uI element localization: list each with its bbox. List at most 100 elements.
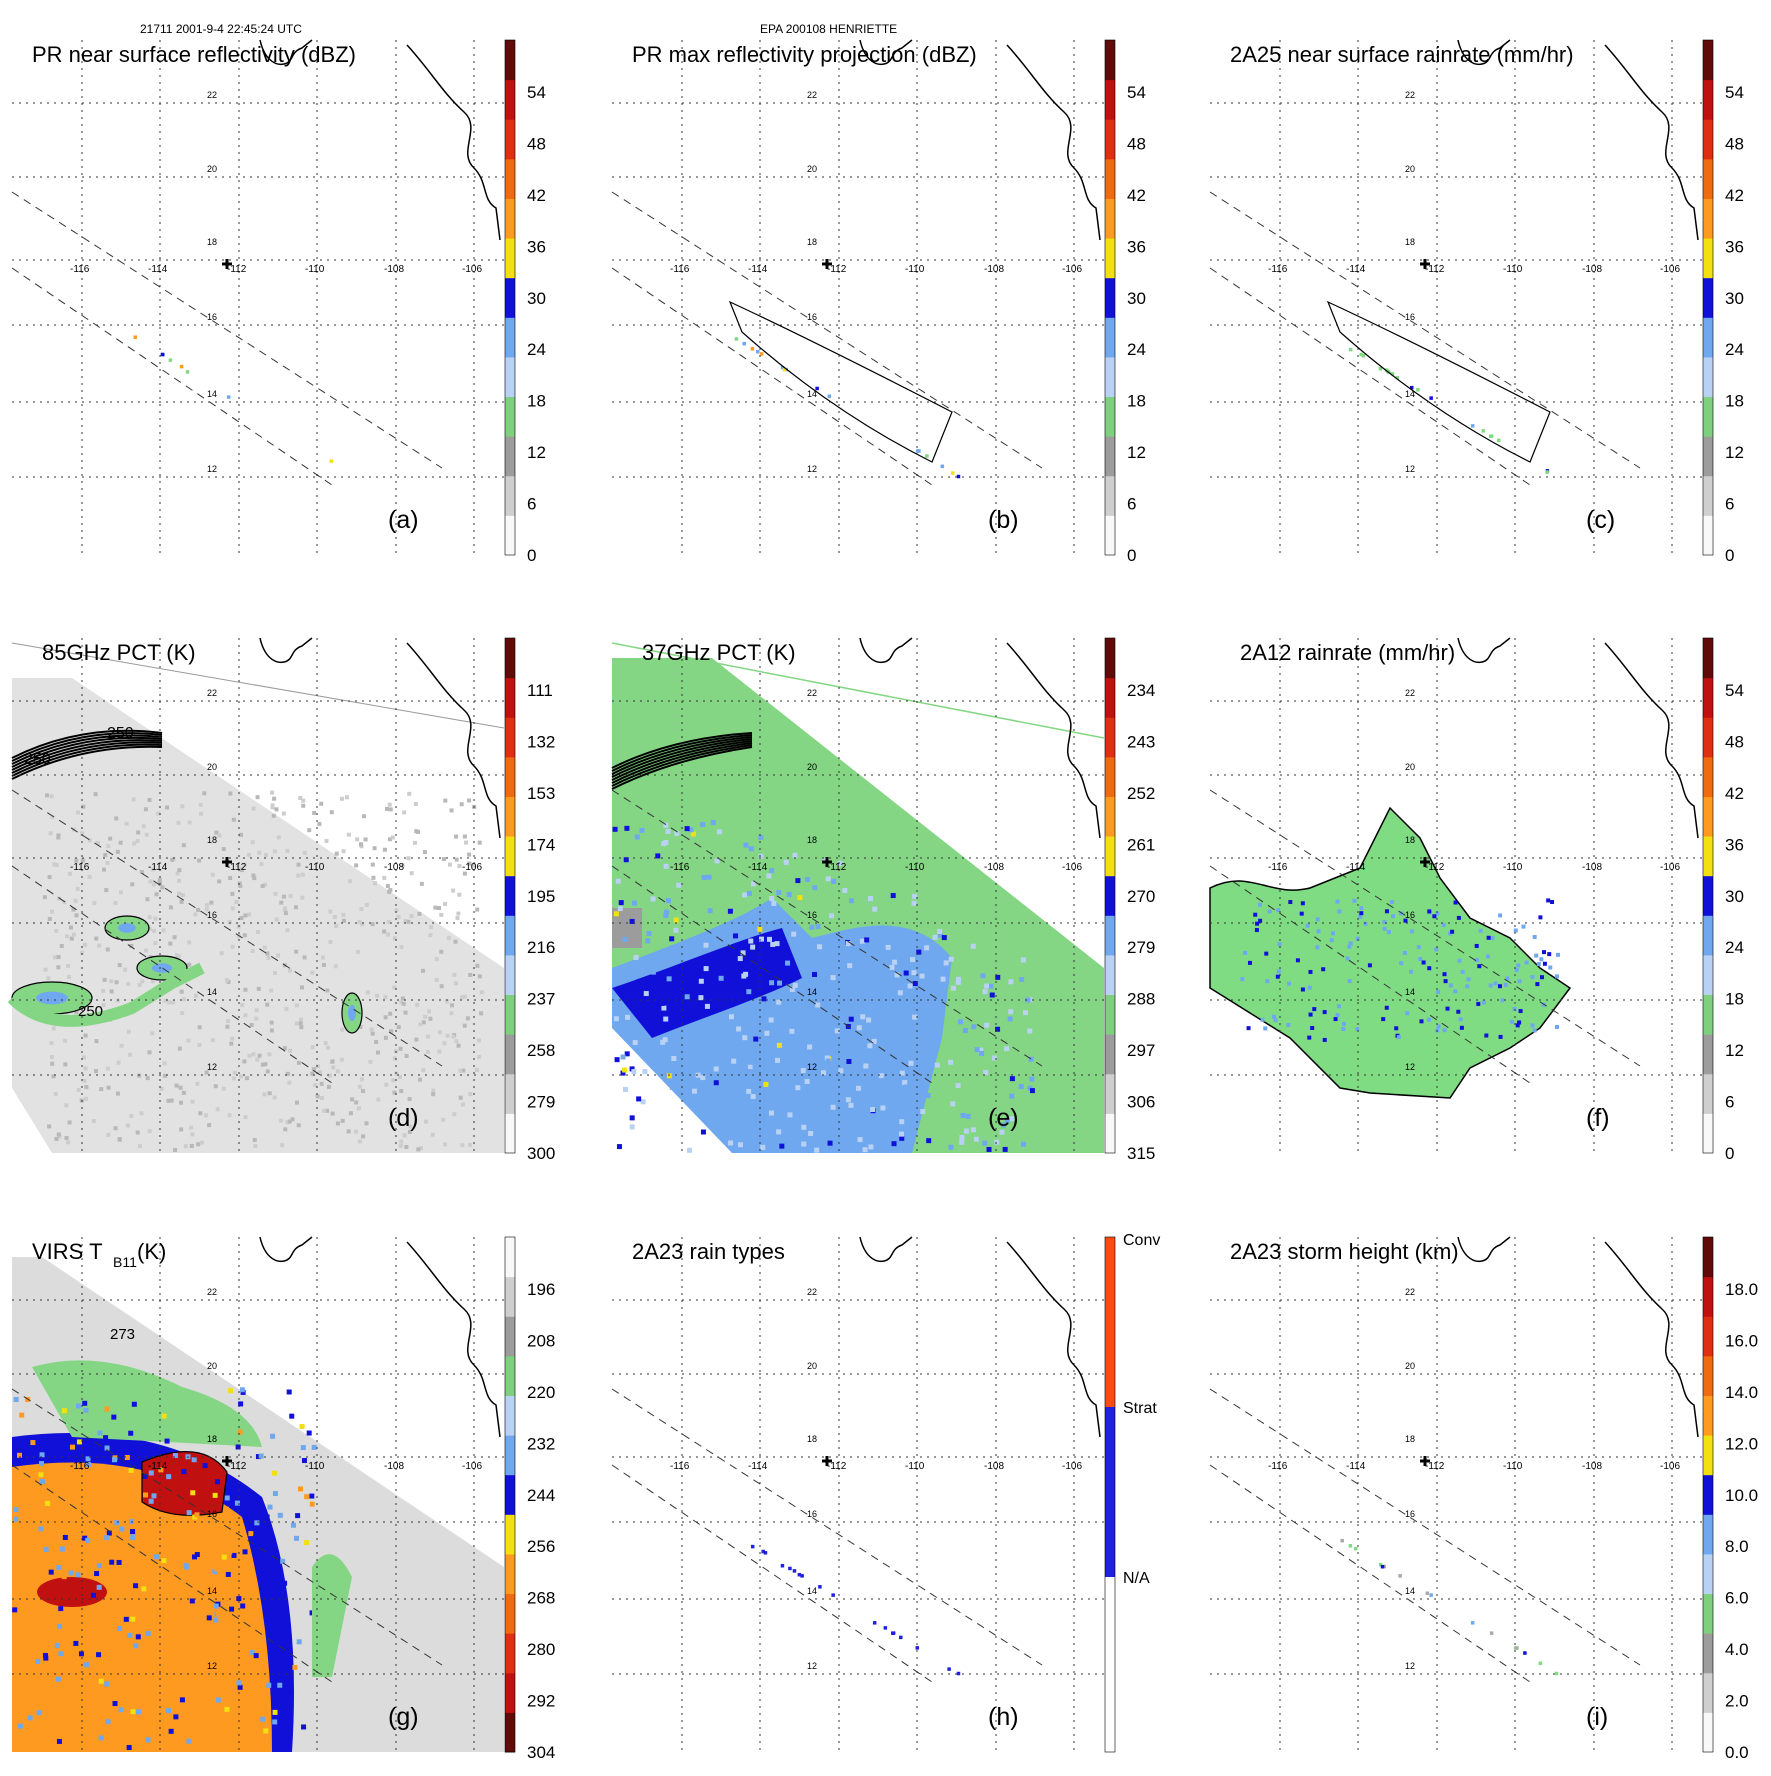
colorbar-tick-label: 234 <box>1127 681 1155 700</box>
data-pixel <box>1348 1544 1353 1548</box>
swath-edge-line <box>1209 865 1531 1084</box>
lat-label: 16 <box>807 910 817 920</box>
data-pixel <box>465 1016 470 1021</box>
data-pixel <box>1004 1117 1010 1123</box>
data-pixel <box>219 951 224 956</box>
data-pixel <box>476 1038 481 1043</box>
data-pixel <box>837 1061 843 1067</box>
data-pixel <box>746 1088 752 1094</box>
data-pixel <box>785 960 791 966</box>
lon-label: -110 <box>305 1461 325 1472</box>
data-pixel <box>135 838 140 843</box>
data-pixel <box>1287 981 1292 986</box>
data-pixel <box>459 802 464 807</box>
panel-title: PR near surface reflectivity (dBZ) <box>32 42 356 67</box>
data-pixel <box>431 1088 436 1093</box>
data-pixel <box>295 1513 301 1519</box>
data-pixel <box>285 848 290 853</box>
data-pixel <box>1470 1621 1475 1625</box>
data-pixel <box>280 1558 286 1564</box>
data-pixel <box>1425 1591 1430 1595</box>
colorbar-tick-label: 48 <box>1127 134 1146 153</box>
data-pixel <box>786 892 792 898</box>
colorbar-frame <box>504 1236 516 1753</box>
data-pixel <box>101 988 106 993</box>
data-pixel <box>1273 1018 1278 1023</box>
colorbar-segment <box>1703 1316 1713 1357</box>
data-pixel <box>1382 920 1387 925</box>
lon-label: -108 <box>984 1461 1004 1472</box>
colorbar-tick-label: 6 <box>1725 1093 1734 1112</box>
data-pixel <box>960 1112 966 1118</box>
data-pixel <box>141 824 146 829</box>
data-pixel <box>146 1596 152 1602</box>
data-pixel <box>249 1650 255 1656</box>
data-pixel <box>633 954 639 960</box>
data-pixel <box>131 797 136 802</box>
cold-cloud-core <box>12 1462 272 1752</box>
data-pixel <box>310 1071 315 1076</box>
data-pixel <box>963 1128 969 1134</box>
colorbar-segment <box>1703 1073 1713 1114</box>
lat-label: 12 <box>207 1661 217 1671</box>
colorbar-segment <box>1703 1474 1713 1515</box>
data-pixel <box>1398 1574 1402 1578</box>
data-pixel <box>948 956 954 962</box>
swath-edge-line <box>611 267 933 486</box>
lon-label: -110 <box>305 862 325 873</box>
data-pixel <box>1390 900 1395 905</box>
colorbar-segment <box>1105 475 1115 516</box>
data-pixel <box>462 834 467 839</box>
data-pixel <box>784 928 790 934</box>
lat-label: 20 <box>207 1361 217 1371</box>
colorbar-tick-label: 196 <box>527 1280 555 1299</box>
data-pixel <box>1535 982 1540 987</box>
colorbar-tick-label: 36 <box>1725 835 1744 854</box>
data-pixel <box>150 979 155 984</box>
data-pixel <box>105 860 110 865</box>
data-pixel <box>59 1546 65 1552</box>
data-pixel <box>824 1055 830 1061</box>
data-pixel <box>285 1120 290 1125</box>
data-pixel <box>239 916 244 921</box>
data-pixel <box>141 1586 147 1592</box>
data-pixel <box>791 931 797 937</box>
data-pixel <box>147 1050 152 1055</box>
data-pixel <box>948 1059 954 1065</box>
panel-title-unit: (K) <box>137 1239 166 1264</box>
data-pixel <box>979 1050 985 1056</box>
data-pixel <box>226 395 231 399</box>
data-pixel <box>815 1002 821 1008</box>
coldest-region <box>37 1577 107 1607</box>
data-pixel <box>1276 908 1281 913</box>
data-pixel <box>383 1015 388 1020</box>
colorbar-segment <box>1703 1355 1713 1396</box>
data-pixel <box>82 1400 88 1406</box>
data-pixel <box>982 1140 988 1146</box>
colorbar-tick-label: 220 <box>527 1383 555 1402</box>
data-pixel <box>94 1571 100 1577</box>
data-pixel <box>180 804 185 809</box>
data-pixel <box>217 879 222 884</box>
data-pixel <box>390 835 395 840</box>
data-pixel <box>299 1423 305 1429</box>
data-pixel <box>460 1143 465 1148</box>
data-pixel <box>130 882 135 887</box>
data-pixel <box>439 949 444 954</box>
colorbar-tick-label: 48 <box>1725 732 1744 751</box>
data-pixel <box>431 1092 436 1097</box>
data-pixel <box>663 912 669 918</box>
data-pixel <box>724 1074 730 1080</box>
data-pixel <box>45 1500 51 1506</box>
data-pixel <box>920 1108 926 1114</box>
panel-title: VIRS T <box>32 1239 103 1264</box>
colorbar-segment <box>1703 79 1713 120</box>
colorbar-segment <box>505 396 515 437</box>
data-pixel <box>150 867 155 872</box>
data-pixel <box>325 1108 330 1113</box>
data-pixel <box>272 1095 277 1100</box>
data-pixel <box>56 1132 61 1137</box>
colorbar-tick-label: 232 <box>527 1434 555 1453</box>
data-pixel <box>418 1022 423 1027</box>
